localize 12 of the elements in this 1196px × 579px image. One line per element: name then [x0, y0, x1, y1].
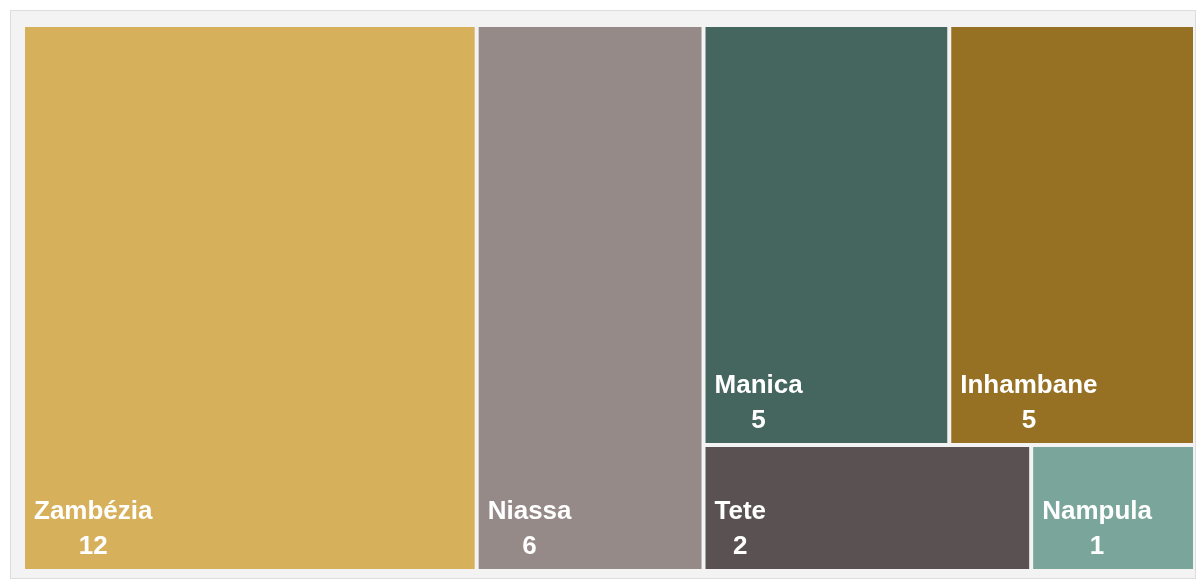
- data-label: 5: [751, 404, 766, 434]
- data-label: 12: [78, 530, 108, 560]
- category-label: Inhambane: [960, 369, 1098, 399]
- data-label: 1: [1089, 530, 1105, 560]
- data-label: 5: [1021, 404, 1037, 434]
- data-label: 6: [522, 530, 537, 560]
- data-label: 2: [733, 530, 748, 560]
- category-label: Zambézia: [34, 495, 154, 525]
- category-label: Tete: [714, 495, 767, 525]
- category-label: Manica: [714, 369, 804, 399]
- category-label: Nampula: [1042, 495, 1153, 525]
- category-label: Niassa: [487, 495, 573, 525]
